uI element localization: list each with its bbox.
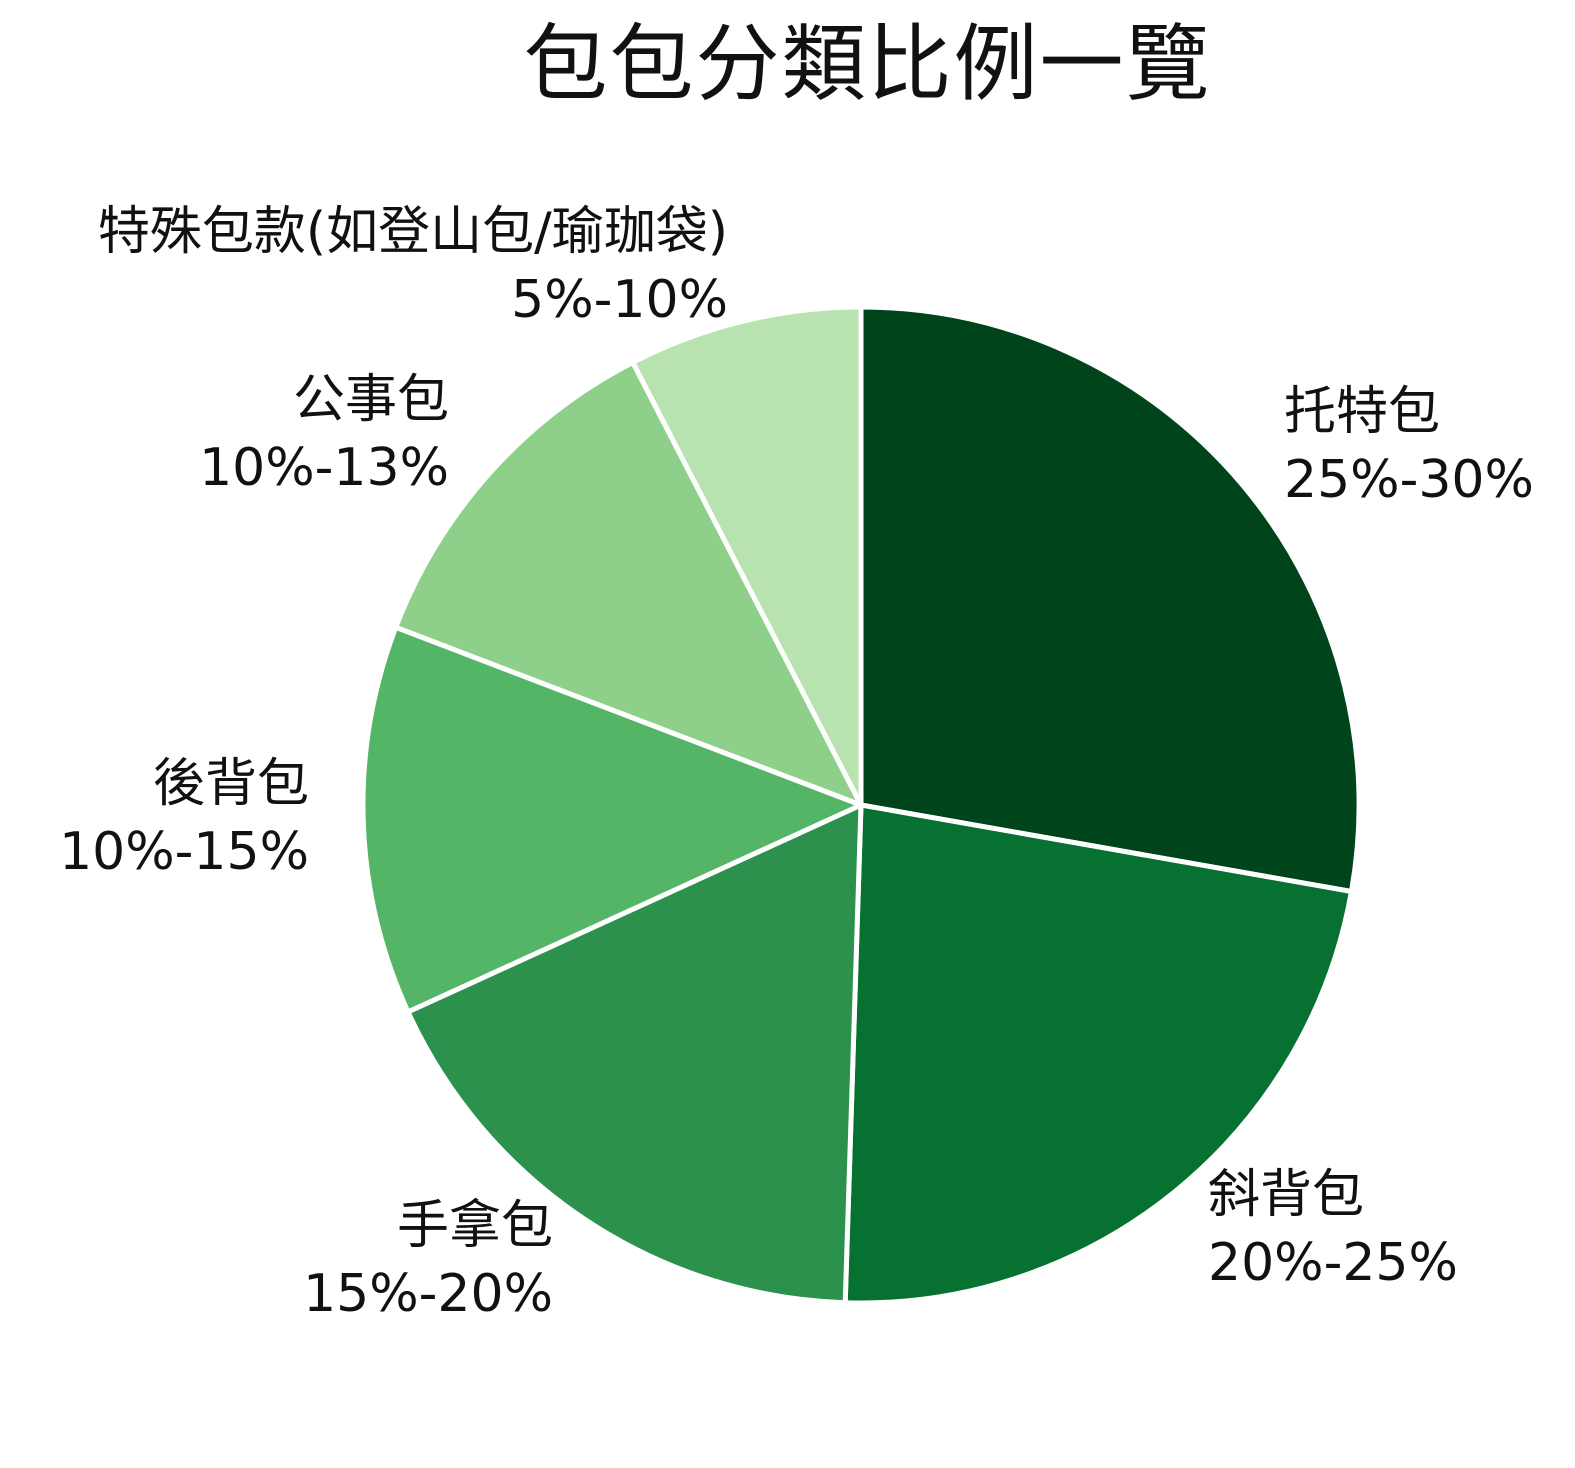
pie-slice-1 <box>858 304 1362 894</box>
pie-slice-3 <box>405 802 864 1306</box>
pie-slice-4 <box>360 624 864 1015</box>
chart-title: 包包分類比例一覽 <box>523 15 1212 113</box>
slice-label-range: 10%-13% <box>199 438 449 498</box>
slice-label-3: 手拿包 15%-20% <box>303 1192 553 1328</box>
pie-slice-5 <box>393 359 864 808</box>
slice-label-2: 斜背包 20%-25% <box>1208 1161 1458 1297</box>
slice-label-name: 托特包 <box>1284 382 1441 442</box>
slice-label-range: 15%-20% <box>303 1264 553 1324</box>
slice-label-name: 斜背包 <box>1208 1165 1365 1225</box>
slice-label-5: 公事包 10%-13% <box>199 366 449 502</box>
slice-label-6: 特殊包款(如登山包/瑜珈袋) 5%-10% <box>98 198 728 334</box>
slice-label-range: 10%-15% <box>59 822 309 882</box>
slice-label-name: 後背包 <box>152 754 309 814</box>
pie-slice-2 <box>842 802 1354 1306</box>
slice-label-range: 5%-10% <box>511 270 728 330</box>
slice-label-range: 25%-30% <box>1284 450 1534 510</box>
slice-label-1: 托特包 25%-30% <box>1284 378 1534 514</box>
pie-slice-6 <box>630 304 864 808</box>
slice-label-range: 20%-25% <box>1208 1233 1458 1293</box>
slice-label-name: 特殊包款(如登山包/瑜珈袋) <box>97 202 728 262</box>
slice-label-name: 公事包 <box>292 370 449 430</box>
slice-label-name: 手拿包 <box>396 1196 553 1256</box>
slice-label-4: 後背包 10%-15% <box>59 750 309 886</box>
